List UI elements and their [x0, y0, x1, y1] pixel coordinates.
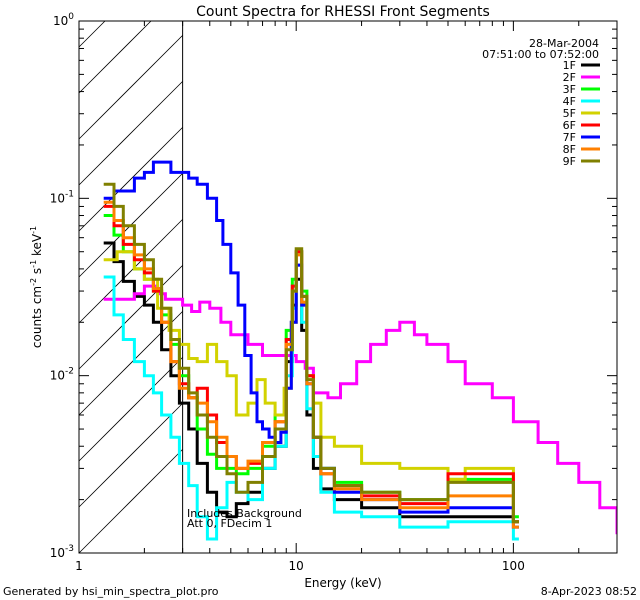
legend-label-2F: 2F [563, 71, 576, 84]
legend-label-8F: 8F [563, 143, 576, 156]
hatch-line-7 [78, 127, 183, 232]
legend-label-3F: 3F [563, 83, 576, 96]
chart-title: Count Spectra for RHESSI Front Segments [196, 4, 490, 20]
y-tick-label: 10-1 [50, 189, 74, 205]
hatch-line-0 [78, 449, 183, 554]
ylabel-prefix: counts cm [30, 286, 44, 348]
hatch-line-10 [78, 20, 152, 94]
hatch-line-8 [78, 81, 183, 186]
hatch-line-4 [78, 265, 183, 370]
hatch-line-9 [78, 35, 183, 140]
x-tick-label: 10 [289, 559, 304, 573]
x-tick-label: 1 [75, 559, 83, 573]
legend-label-9F: 9F [563, 155, 576, 168]
hatch-line-3 [78, 311, 183, 416]
footer-generated-by: Generated by hsi_min_spectra_plot.pro [3, 585, 219, 598]
ylabel-mid2: keV [30, 233, 44, 260]
hatch-line-2 [78, 357, 183, 462]
x-tick-label: 100 [502, 559, 525, 573]
series-lines [103, 160, 617, 541]
legend-label-5F: 5F [563, 107, 576, 120]
legend-label-4F: 4F [563, 95, 576, 108]
y-axis-label: counts cm-2 s-1 keV-1 [29, 226, 44, 348]
series-4F-line [103, 263, 519, 541]
ylabel-exp3: -1 [29, 226, 38, 234]
series-1F-line [103, 241, 519, 524]
ylabel-exp1: -2 [29, 278, 38, 286]
annotation-attenuator: Att 0, FDecim 1 [187, 517, 272, 530]
legend-label-6F: 6F [563, 119, 576, 132]
hatch-line-11 [78, 20, 106, 48]
axis-ticks: 1 10 100 100 10-1 10-2 10-3 [50, 12, 618, 573]
x-axis-label: Energy (keV) [304, 576, 381, 590]
hatch-line-5 [78, 219, 183, 324]
y-tick-label: 100 [53, 12, 74, 28]
ylabel-mid1: s [30, 268, 44, 278]
legend-label-7F: 7F [563, 131, 576, 144]
y-tick-label: 10-2 [50, 367, 74, 383]
plot-frame [78, 20, 618, 554]
plot-time-range: 07:51:00 to 07:52:00 [482, 48, 599, 61]
series-5F-line [103, 250, 519, 524]
legend-label-1F: 1F [563, 59, 576, 72]
y-tick-label: 10-3 [50, 544, 74, 560]
ylabel-exp2: -1 [29, 260, 38, 268]
series-9F-line [103, 182, 519, 524]
axes [78, 20, 618, 554]
y-axis-label-text: counts cm-2 s-1 keV-1 [29, 226, 44, 348]
plot-date: 28-Mar-2004 [529, 37, 599, 50]
hatch-line-1 [78, 403, 183, 508]
annotation-background: Includes Background [187, 507, 302, 520]
footer-timestamp: 8-Apr-2023 08:52 [541, 585, 637, 598]
